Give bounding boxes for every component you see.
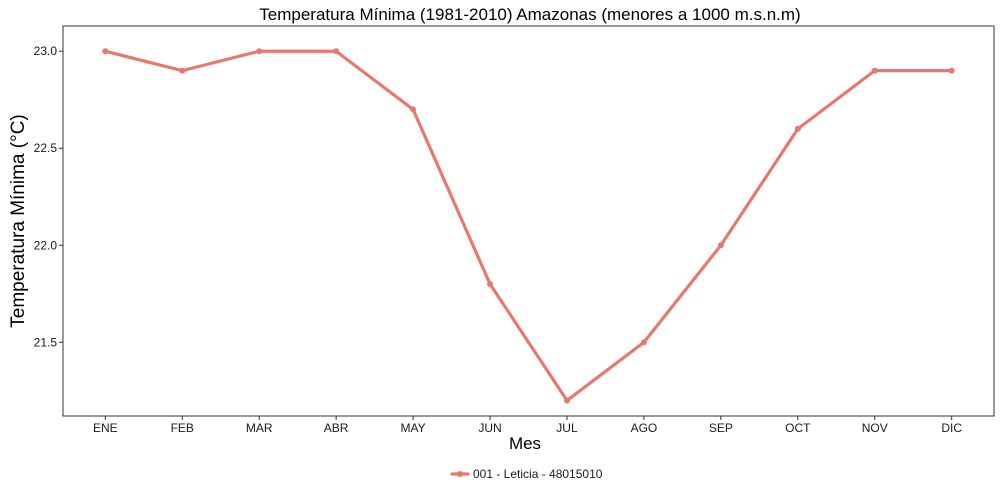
data-point xyxy=(640,339,647,346)
chart-title: Temperatura Mínima (1981-2010) Amazonas … xyxy=(259,5,800,24)
x-tick-label: JUL xyxy=(556,421,578,435)
x-tick-label: ENE xyxy=(93,421,118,435)
legend: 001 - Leticia - 48015010 xyxy=(450,467,603,481)
x-tick-label: MAY xyxy=(401,421,426,435)
data-point xyxy=(794,125,801,132)
x-tick-label: DIC xyxy=(941,421,962,435)
y-tick-label: 21.5 xyxy=(34,335,58,349)
x-tick-label: JUN xyxy=(478,421,501,435)
data-point xyxy=(410,106,417,113)
legend-label: 001 - Leticia - 48015010 xyxy=(473,467,603,481)
data-point xyxy=(717,242,724,249)
y-tick-label: 22.5 xyxy=(34,141,58,155)
x-tick-label: SEP xyxy=(709,421,733,435)
data-point xyxy=(487,281,494,288)
x-tick-label: MAR xyxy=(246,421,273,435)
data-point xyxy=(871,67,878,74)
data-point xyxy=(563,397,570,404)
x-tick-label: FEB xyxy=(171,421,194,435)
data-point xyxy=(102,48,109,55)
y-axis-title: Temperatura Mínima (°C) xyxy=(8,114,29,327)
y-axis: 21.5 22.0 22.5 23.0 xyxy=(34,44,63,349)
data-point xyxy=(179,67,186,74)
series-layer xyxy=(102,48,955,404)
x-axis: ENE FEB MAR ABR MAY JUN JUL AGO SEP OCT NOV DIC xyxy=(93,416,962,435)
y-tick-label: 22.0 xyxy=(34,238,58,252)
x-tick-label: AGO xyxy=(631,421,658,435)
data-point xyxy=(333,48,340,55)
data-point xyxy=(256,48,263,55)
series-line xyxy=(103,49,954,403)
data-point xyxy=(948,67,955,74)
x-tick-label: OCT xyxy=(785,421,811,435)
x-tick-label: ABR xyxy=(324,421,349,435)
x-axis-title: Mes xyxy=(509,434,541,453)
legend-point xyxy=(457,471,463,477)
plot-panel xyxy=(62,25,995,417)
x-tick-label: NOV xyxy=(862,421,888,435)
y-tick-label: 23.0 xyxy=(34,44,58,58)
